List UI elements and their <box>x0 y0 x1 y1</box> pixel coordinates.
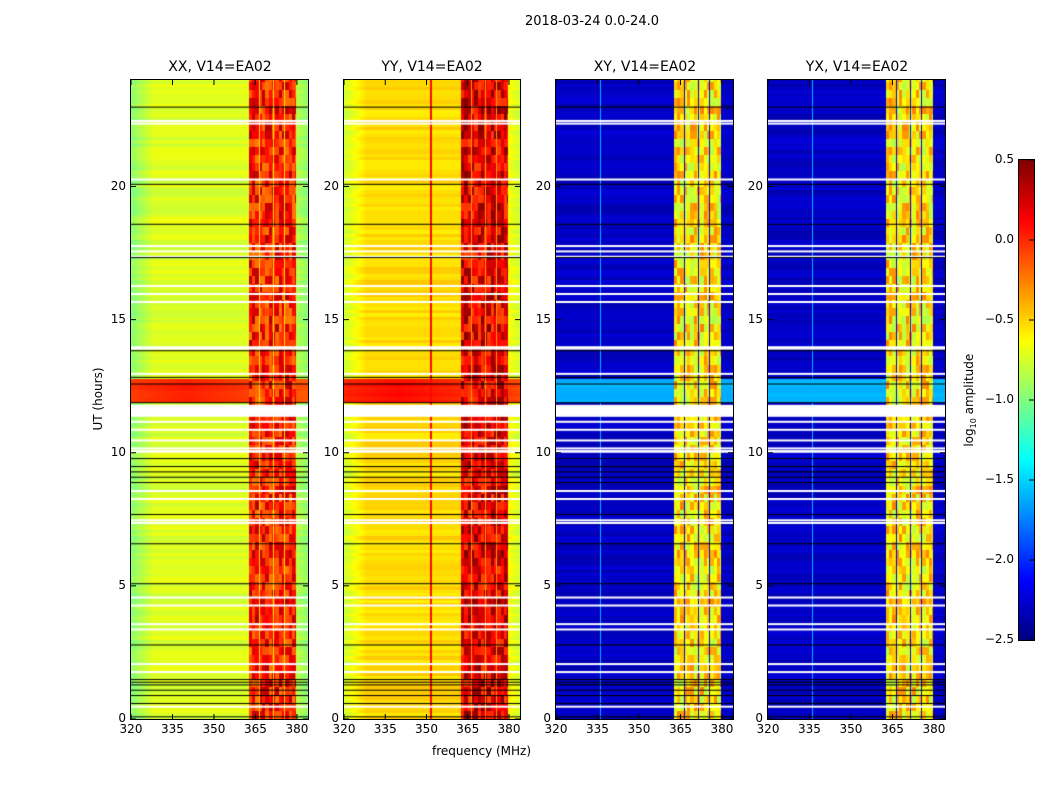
x-tick-label: 320 <box>756 722 780 736</box>
colorbar-tick-label: −2.0 <box>984 552 1014 566</box>
y-tick-label: 5 <box>543 577 551 592</box>
colorbar-tick-label: 0.0 <box>994 232 1014 246</box>
panel-title-yy: YY, V14=EA02 <box>381 59 483 75</box>
x-tick-label: 350 <box>415 722 438 736</box>
y-tick-label: 5 <box>331 577 339 592</box>
x-tick-label: 335 <box>373 722 397 736</box>
x-tick-label: 350 <box>202 722 226 736</box>
x-tick-label: 335 <box>161 722 184 736</box>
colorbar-label-rest: amplitude <box>961 353 976 419</box>
x-tick-label: 365 <box>881 722 904 736</box>
y-tick-label: 15 <box>323 311 339 326</box>
colorbar-frame <box>1018 159 1035 641</box>
y-tick-label: 15 <box>110 311 126 326</box>
y-tick-label: 20 <box>323 178 339 193</box>
panel-frame <box>130 79 309 720</box>
y-tick-label: 5 <box>755 577 763 592</box>
y-tick-label: 20 <box>535 178 551 193</box>
x-tick-label: 320 <box>119 722 143 736</box>
heatmap-xx <box>131 80 308 719</box>
y-tick-label: 10 <box>110 444 126 459</box>
panel-title-xx: XX, V14=EA02 <box>168 59 272 75</box>
x-axis-label: frequency (MHz) <box>432 744 532 758</box>
y-tick-label: 0 <box>118 711 126 725</box>
colorbar-tick-label: 0.5 <box>994 152 1014 166</box>
x-tick-label: 365 <box>456 722 480 736</box>
heatmap-yx <box>768 80 945 719</box>
y-tick-label: 20 <box>747 178 763 193</box>
colorbar-label: log10 amplitude <box>962 350 978 450</box>
panel-frame <box>767 79 946 720</box>
colorbar-tick-label: −0.5 <box>984 312 1014 326</box>
y-axis-label: UT (hours) <box>91 367 105 431</box>
colorbar-label-log: log <box>961 428 976 447</box>
x-tick-label: 380 <box>922 722 946 736</box>
y-tick-label: 0 <box>331 711 339 725</box>
heatmap-yy <box>344 80 520 719</box>
y-tick-label: 10 <box>535 444 551 459</box>
y-tick-label: 15 <box>535 311 551 326</box>
x-tick-label: 380 <box>710 722 734 736</box>
colorbar-tick-label: −1.5 <box>984 472 1014 486</box>
figure-title: 2018-03-24 0.0-24.0 <box>525 14 659 29</box>
colorbar <box>1019 160 1034 640</box>
x-tick-label: 320 <box>332 722 356 736</box>
x-tick-label: 365 <box>244 722 267 736</box>
x-tick-label: 380 <box>497 722 521 736</box>
y-tick-label: 5 <box>118 577 126 592</box>
panel-title-yx: YX, V14=EA02 <box>805 59 909 75</box>
x-tick-label: 350 <box>627 722 651 736</box>
colorbar-label-sub: 10 <box>969 418 979 429</box>
colorbar-tick-label: −1.0 <box>984 392 1014 406</box>
y-tick-label: 20 <box>110 178 126 193</box>
y-tick-label: 0 <box>543 711 551 725</box>
x-tick-label: 380 <box>285 722 309 736</box>
panel-title-xy: XY, V14=EA02 <box>593 59 697 75</box>
y-tick-label: 15 <box>747 311 763 326</box>
x-tick-label: 335 <box>798 722 821 736</box>
colorbar-tick-label: −2.5 <box>984 632 1014 646</box>
panel-frame <box>343 79 521 720</box>
panel-frame <box>555 79 734 720</box>
x-tick-label: 365 <box>669 722 692 736</box>
y-tick-label: 0 <box>755 711 763 725</box>
x-tick-label: 320 <box>544 722 568 736</box>
heatmap-xy <box>556 80 733 719</box>
y-tick-label: 10 <box>323 444 339 459</box>
x-tick-label: 350 <box>839 722 863 736</box>
x-tick-label: 335 <box>586 722 609 736</box>
y-tick-label: 10 <box>747 444 763 459</box>
